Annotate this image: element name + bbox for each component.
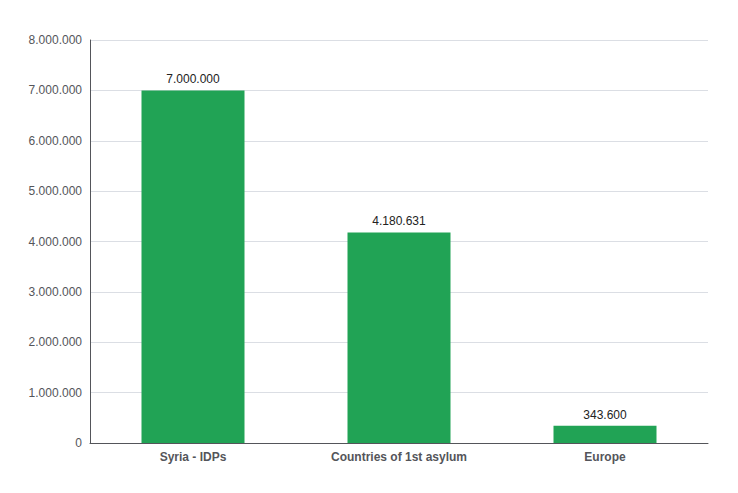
svg-text:Countries of 1st asylum: Countries of 1st asylum xyxy=(331,450,467,464)
svg-text:343.600: 343.600 xyxy=(583,408,627,422)
svg-text:5.000.000: 5.000.000 xyxy=(29,184,83,198)
svg-text:4.000.000: 4.000.000 xyxy=(29,235,83,249)
svg-text:3.000.000: 3.000.000 xyxy=(29,285,83,299)
svg-text:Syria - IDPs: Syria - IDPs xyxy=(160,450,227,464)
svg-text:1.000.000: 1.000.000 xyxy=(29,386,83,400)
svg-text:2.000.000: 2.000.000 xyxy=(29,335,83,349)
svg-text:8.000.000: 8.000.000 xyxy=(29,33,83,47)
svg-text:0: 0 xyxy=(75,436,82,450)
svg-text:7.000.000: 7.000.000 xyxy=(29,83,83,97)
svg-text:4.180.631: 4.180.631 xyxy=(372,214,426,228)
svg-text:7.000.000: 7.000.000 xyxy=(166,72,220,86)
svg-text:6.000.000: 6.000.000 xyxy=(29,134,83,148)
svg-text:Europe: Europe xyxy=(584,450,626,464)
